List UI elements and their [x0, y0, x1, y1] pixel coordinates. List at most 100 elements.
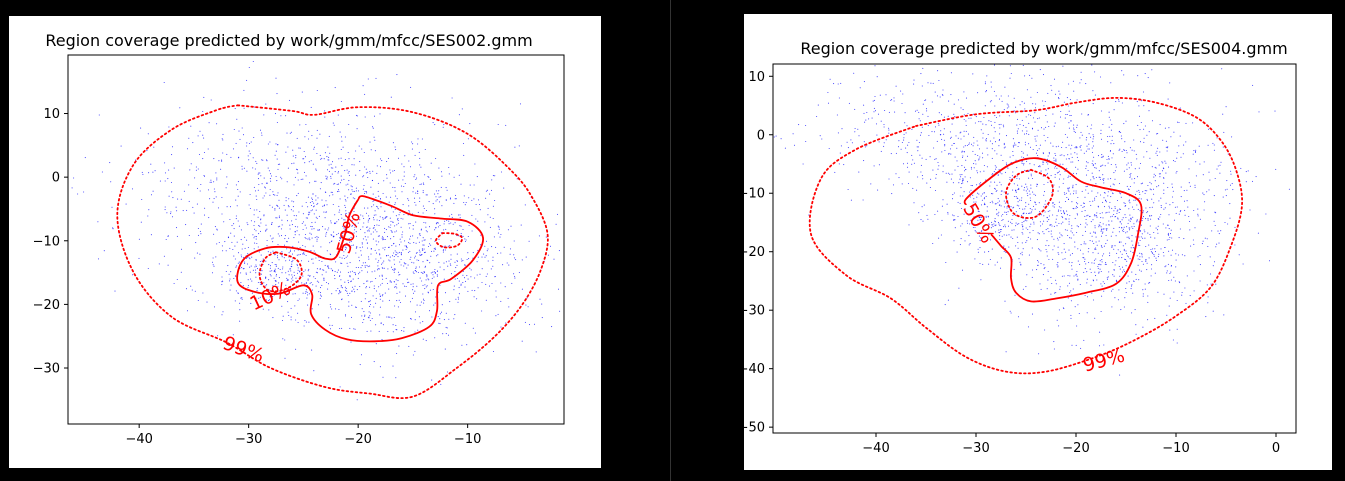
scatter-point: [1018, 223, 1020, 225]
scatter-point: [397, 280, 399, 282]
scatter-point: [418, 151, 420, 153]
scatter-point: [1095, 248, 1097, 251]
scatter-point: [492, 256, 494, 258]
scatter-point: [1112, 274, 1114, 276]
scatter-point: [398, 274, 400, 276]
scatter-point: [425, 226, 427, 228]
scatter-point: [1137, 208, 1139, 210]
scatter-point: [1249, 209, 1251, 211]
scatter-point: [1095, 195, 1097, 198]
scatter-point: [173, 282, 175, 285]
scatter-point: [293, 274, 295, 276]
scatter-point: [1071, 227, 1073, 229]
scatter-point: [363, 222, 365, 224]
scatter-point: [150, 194, 153, 196]
scatter-point: [1077, 304, 1079, 306]
scatter-point: [1055, 154, 1057, 156]
scatter-point: [954, 227, 956, 229]
scatter-point: [1170, 136, 1172, 138]
scatter-point: [154, 170, 156, 172]
scatter-point: [1052, 214, 1054, 216]
scatter-point: [450, 240, 452, 242]
scatter-point: [491, 246, 493, 248]
scatter-point: [429, 289, 431, 291]
scatter-point: [1111, 157, 1113, 159]
scatter-point: [443, 229, 445, 231]
x-tick-label: −10: [1162, 441, 1189, 456]
scatter-point: [1088, 133, 1090, 135]
scatter-point: [221, 284, 223, 286]
scatter-point: [1099, 331, 1101, 333]
scatter-point: [331, 269, 334, 271]
scatter-point: [978, 159, 980, 161]
scatter-point: [993, 171, 995, 173]
scatter-point: [927, 115, 929, 117]
scatter-point: [1097, 265, 1099, 268]
scatter-point: [1065, 192, 1067, 194]
scatter-point: [425, 340, 427, 342]
scatter-point: [1026, 89, 1028, 91]
scatter-point: [1163, 255, 1165, 257]
scatter-point: [1024, 144, 1026, 146]
scatter-point: [1070, 161, 1072, 163]
scatter-point: [274, 113, 277, 115]
scatter-point: [1050, 276, 1052, 278]
scatter-point: [302, 221, 305, 223]
scatter-point: [1107, 162, 1109, 164]
scatter-point: [1160, 205, 1162, 207]
scatter-point: [430, 162, 432, 164]
scatter-point: [1122, 228, 1124, 230]
scatter-point: [434, 213, 436, 215]
scatter-point: [310, 210, 312, 212]
scatter-point: [1227, 223, 1229, 225]
scatter-point: [292, 259, 294, 261]
scatter-point: [1148, 110, 1150, 112]
scatter-point: [349, 292, 351, 294]
scatter-point: [292, 276, 294, 278]
scatter-point: [378, 286, 380, 288]
scatter-point: [863, 112, 865, 114]
scatter-point: [1051, 236, 1053, 238]
scatter-point: [925, 158, 927, 160]
scatter-point: [1255, 176, 1257, 178]
scatter-point: [338, 205, 340, 207]
scatter-point: [467, 252, 469, 254]
scatter-point: [252, 157, 254, 159]
scatter-point: [911, 163, 913, 165]
scatter-point: [419, 304, 421, 306]
scatter-point: [1099, 212, 1101, 215]
scatter-point: [1098, 226, 1100, 228]
scatter-point: [1090, 271, 1092, 274]
scatter-point: [1159, 216, 1161, 218]
scatter-point: [817, 32, 818, 33]
scatter-point: [369, 300, 371, 302]
scatter-point: [292, 293, 294, 295]
scatter-point: [1137, 258, 1139, 260]
scatter-point: [301, 282, 303, 284]
scatter-point: [1105, 234, 1107, 237]
scatter-point: [1051, 89, 1053, 91]
scatter-point: [195, 166, 197, 168]
scatter-point: [362, 215, 364, 217]
scatter-point: [373, 288, 375, 290]
scatter-point: [328, 227, 330, 229]
scatter-point: [1026, 160, 1028, 162]
scatter-point: [904, 122, 906, 124]
scatter-point: [1095, 167, 1097, 169]
scatter-point: [1067, 105, 1069, 107]
scatter-point: [992, 193, 994, 195]
scatter-point: [1214, 224, 1216, 227]
scatter-point: [998, 145, 1000, 147]
scatter-point: [301, 205, 303, 207]
contour-50pct: [236, 195, 484, 343]
scatter-point: [863, 104, 865, 106]
scatter-point: [1003, 200, 1005, 202]
scatter-point: [1151, 264, 1153, 266]
scatter-point: [464, 322, 466, 324]
scatter-point: [1021, 242, 1023, 244]
scatter-point: [983, 164, 985, 167]
scatter-point: [303, 283, 305, 285]
scatter-point: [213, 198, 215, 200]
scatter-point: [409, 166, 412, 168]
scatter-point: [1230, 173, 1232, 175]
